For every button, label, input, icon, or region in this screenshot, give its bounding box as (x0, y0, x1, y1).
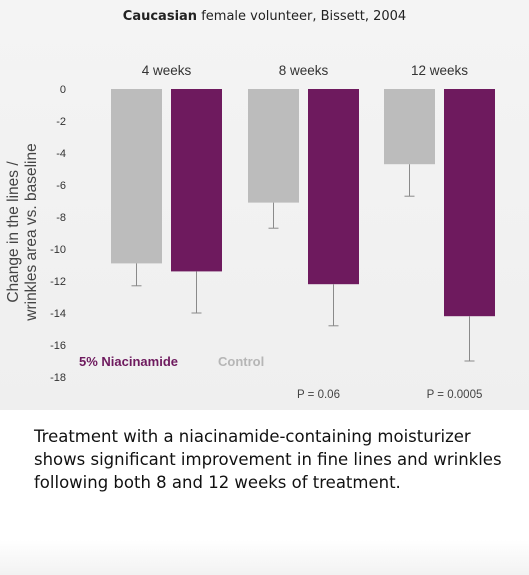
y-tick-label: -16 (50, 340, 66, 352)
bar-control-2 (248, 89, 299, 203)
y-tick-label: -18 (50, 372, 66, 384)
bars (111, 89, 495, 362)
chart-title-bold: Caucasian (122, 9, 198, 24)
y-tick-label: 0 (60, 84, 66, 96)
bar-5-niacinamide-1 (171, 89, 222, 272)
footer-band (0, 540, 529, 575)
bar-5-niacinamide-2 (308, 89, 359, 285)
y-tick-label: -6 (56, 180, 66, 192)
p-value-label: P = 0.0005 (427, 389, 483, 401)
y-axis: 0 -2 -4 -6 -8 -10 -12 -14 -16 -18 (50, 84, 66, 384)
y-axis-label: Change in the lines / wrinkles area vs. b… (5, 143, 40, 321)
legend-item-niacinamide: 5% Niacinamide (79, 354, 178, 369)
chart-title: Caucasian female volunteer, Bissett, 200… (0, 9, 529, 24)
bar-chart: Change in the lines / wrinkles area vs. b… (5, 63, 495, 401)
bar-5-niacinamide-3 (444, 89, 495, 317)
chart-title-rest: female volunteer, Bissett, 2004 (201, 9, 407, 24)
bar-control-1 (111, 89, 162, 264)
y-tick-label: -4 (56, 148, 66, 160)
p-value-label: P = 0.06 (297, 389, 340, 401)
category-labels: 4 weeks 8 weeks 12 weeks (142, 63, 469, 78)
y-axis-label-line: Change in the lines / (5, 161, 22, 303)
chart-background (0, 0, 529, 410)
category-label: 4 weeks (142, 63, 192, 78)
bar-control-3 (384, 89, 435, 165)
y-axis-label-line: wrinkles area vs. baseline (23, 143, 40, 321)
y-tick-label: -10 (50, 244, 66, 256)
y-tick-label: -14 (50, 308, 66, 320)
legend: 5% Niacinamide Control (79, 354, 264, 369)
y-tick-label: -2 (56, 116, 66, 128)
legend-item-control: Control (218, 354, 264, 369)
y-tick-label: -12 (50, 276, 66, 288)
category-label: 12 weeks (411, 63, 468, 78)
y-tick-label: -8 (56, 212, 66, 224)
figure-caption: Treatment with a niacinamide-containing … (34, 427, 502, 492)
category-label: 8 weeks (279, 63, 329, 78)
p-values: P = 0.06 P = 0.0005 (297, 389, 482, 401)
